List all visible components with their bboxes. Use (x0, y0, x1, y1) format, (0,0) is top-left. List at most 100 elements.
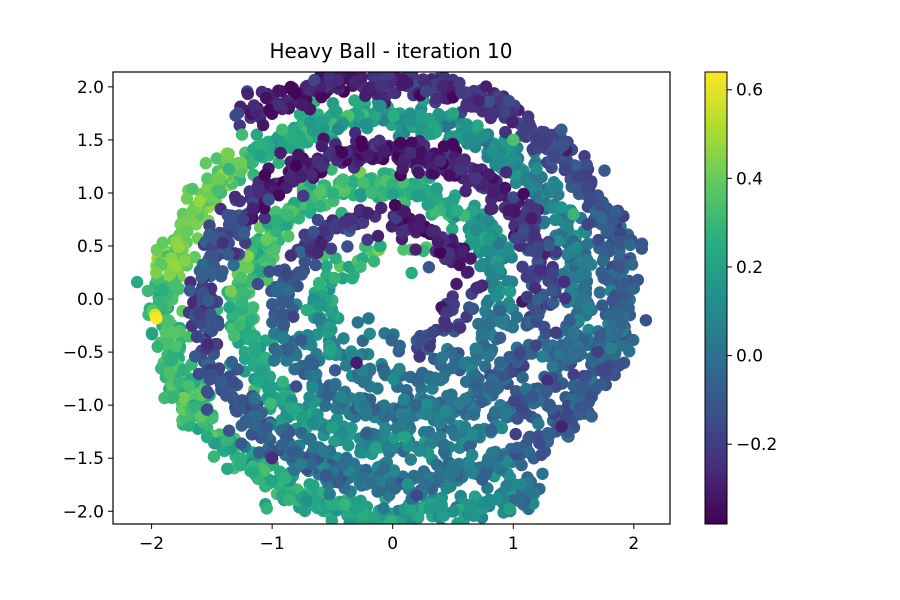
scatter-point (509, 427, 522, 441)
scatter-point (413, 221, 426, 235)
scatter-point (466, 302, 480, 315)
scatter-point (371, 485, 384, 498)
scatter-point (373, 240, 387, 253)
scatter-point (266, 298, 279, 311)
scatter-point (229, 109, 242, 122)
scatter-point (335, 146, 349, 159)
scatter-point (475, 395, 488, 409)
scatter-point (414, 108, 428, 122)
scatter-point (304, 116, 317, 129)
scatter-point (470, 224, 483, 237)
scatter-point (413, 350, 426, 363)
scatter-point (262, 193, 275, 206)
scatter-points (130, 72, 653, 537)
scatter-point (409, 243, 422, 256)
scatter-point (552, 347, 565, 361)
scatter-point (494, 356, 507, 369)
scatter-point (403, 525, 415, 537)
scatter-point (493, 95, 507, 108)
scatter-point (567, 208, 580, 221)
scatter-point (447, 505, 460, 518)
scatter-point (270, 284, 283, 297)
scatter-point (235, 437, 248, 450)
scatter-point (532, 308, 545, 322)
scatter-point (252, 186, 265, 199)
scatter-point (422, 128, 436, 141)
scatter-point (599, 364, 612, 377)
scatter-point (403, 146, 417, 160)
scatter-point (545, 128, 558, 142)
scatter-point (292, 148, 305, 161)
scatter-point (541, 427, 554, 440)
scatter-point (574, 347, 588, 361)
scatter-point (523, 117, 536, 130)
scatter-point (260, 421, 274, 434)
scatter-point (443, 196, 456, 209)
scatter-point (378, 462, 391, 475)
scatter-point (220, 389, 233, 402)
scatter-point (405, 520, 418, 524)
scatter-point (495, 421, 509, 435)
scatter-point (379, 422, 392, 435)
scatter-point (563, 315, 576, 328)
scatter-point (425, 225, 439, 238)
scatter-point (591, 345, 604, 359)
scatter-point (246, 202, 259, 215)
x-tick-label: 2 (628, 534, 639, 554)
scatter-point (516, 371, 529, 384)
scatter-point (431, 235, 445, 249)
scatter-point (234, 271, 248, 284)
scatter-point (255, 431, 268, 444)
scatter-point (385, 178, 399, 191)
scatter-point (503, 502, 516, 516)
scatter-point (533, 264, 546, 277)
scatter-point (181, 225, 194, 238)
scatter-point (312, 184, 326, 198)
scatter-point (456, 244, 470, 258)
scatter-point (248, 392, 261, 405)
scatter-point (530, 163, 543, 176)
scatter-point (397, 393, 411, 406)
scatter-point (498, 181, 512, 195)
y-tick-label: −0.5 (63, 343, 104, 363)
scatter-point (387, 109, 400, 123)
scatter-point (364, 81, 377, 94)
scatter-point (422, 425, 436, 439)
scatter-point (463, 505, 477, 518)
y-axis: −2.0 −1.5 −1.0 −0.5 0.0 0.5 1.0 1.5 2.0 (63, 78, 113, 522)
scatter-point (227, 375, 240, 389)
scatter-point (423, 502, 437, 515)
scatter-point (434, 495, 447, 508)
scatter-point (511, 441, 524, 454)
scatter-point (404, 453, 417, 466)
scatter-point (516, 260, 529, 273)
scatter-point (484, 203, 497, 216)
scatter-point (277, 332, 290, 345)
scatter-point (569, 241, 582, 254)
scatter-point (377, 502, 390, 515)
x-tick-label: 0 (387, 534, 398, 554)
scatter-point (357, 375, 370, 389)
scatter-point (434, 154, 447, 168)
scatter-point (420, 408, 433, 421)
scatter-point (251, 277, 265, 291)
scatter-point (294, 457, 308, 471)
scatter-point (355, 72, 368, 84)
scatter-point (331, 122, 345, 136)
scatter-point (377, 399, 391, 412)
scatter-point (612, 260, 625, 273)
scatter-point (360, 427, 373, 440)
scatter-point (576, 292, 589, 305)
scatter-point (502, 204, 515, 217)
scatter-point (326, 421, 339, 434)
scatter-point (354, 187, 367, 201)
scatter-point (508, 394, 521, 407)
scatter-point (150, 266, 163, 279)
scatter-point (551, 234, 565, 248)
scatter-point (282, 230, 295, 243)
scatter-point (581, 237, 595, 250)
scatter-point (232, 156, 245, 170)
scatter-point (499, 166, 513, 179)
scatter-point (235, 452, 248, 465)
scatter-point (254, 139, 268, 152)
